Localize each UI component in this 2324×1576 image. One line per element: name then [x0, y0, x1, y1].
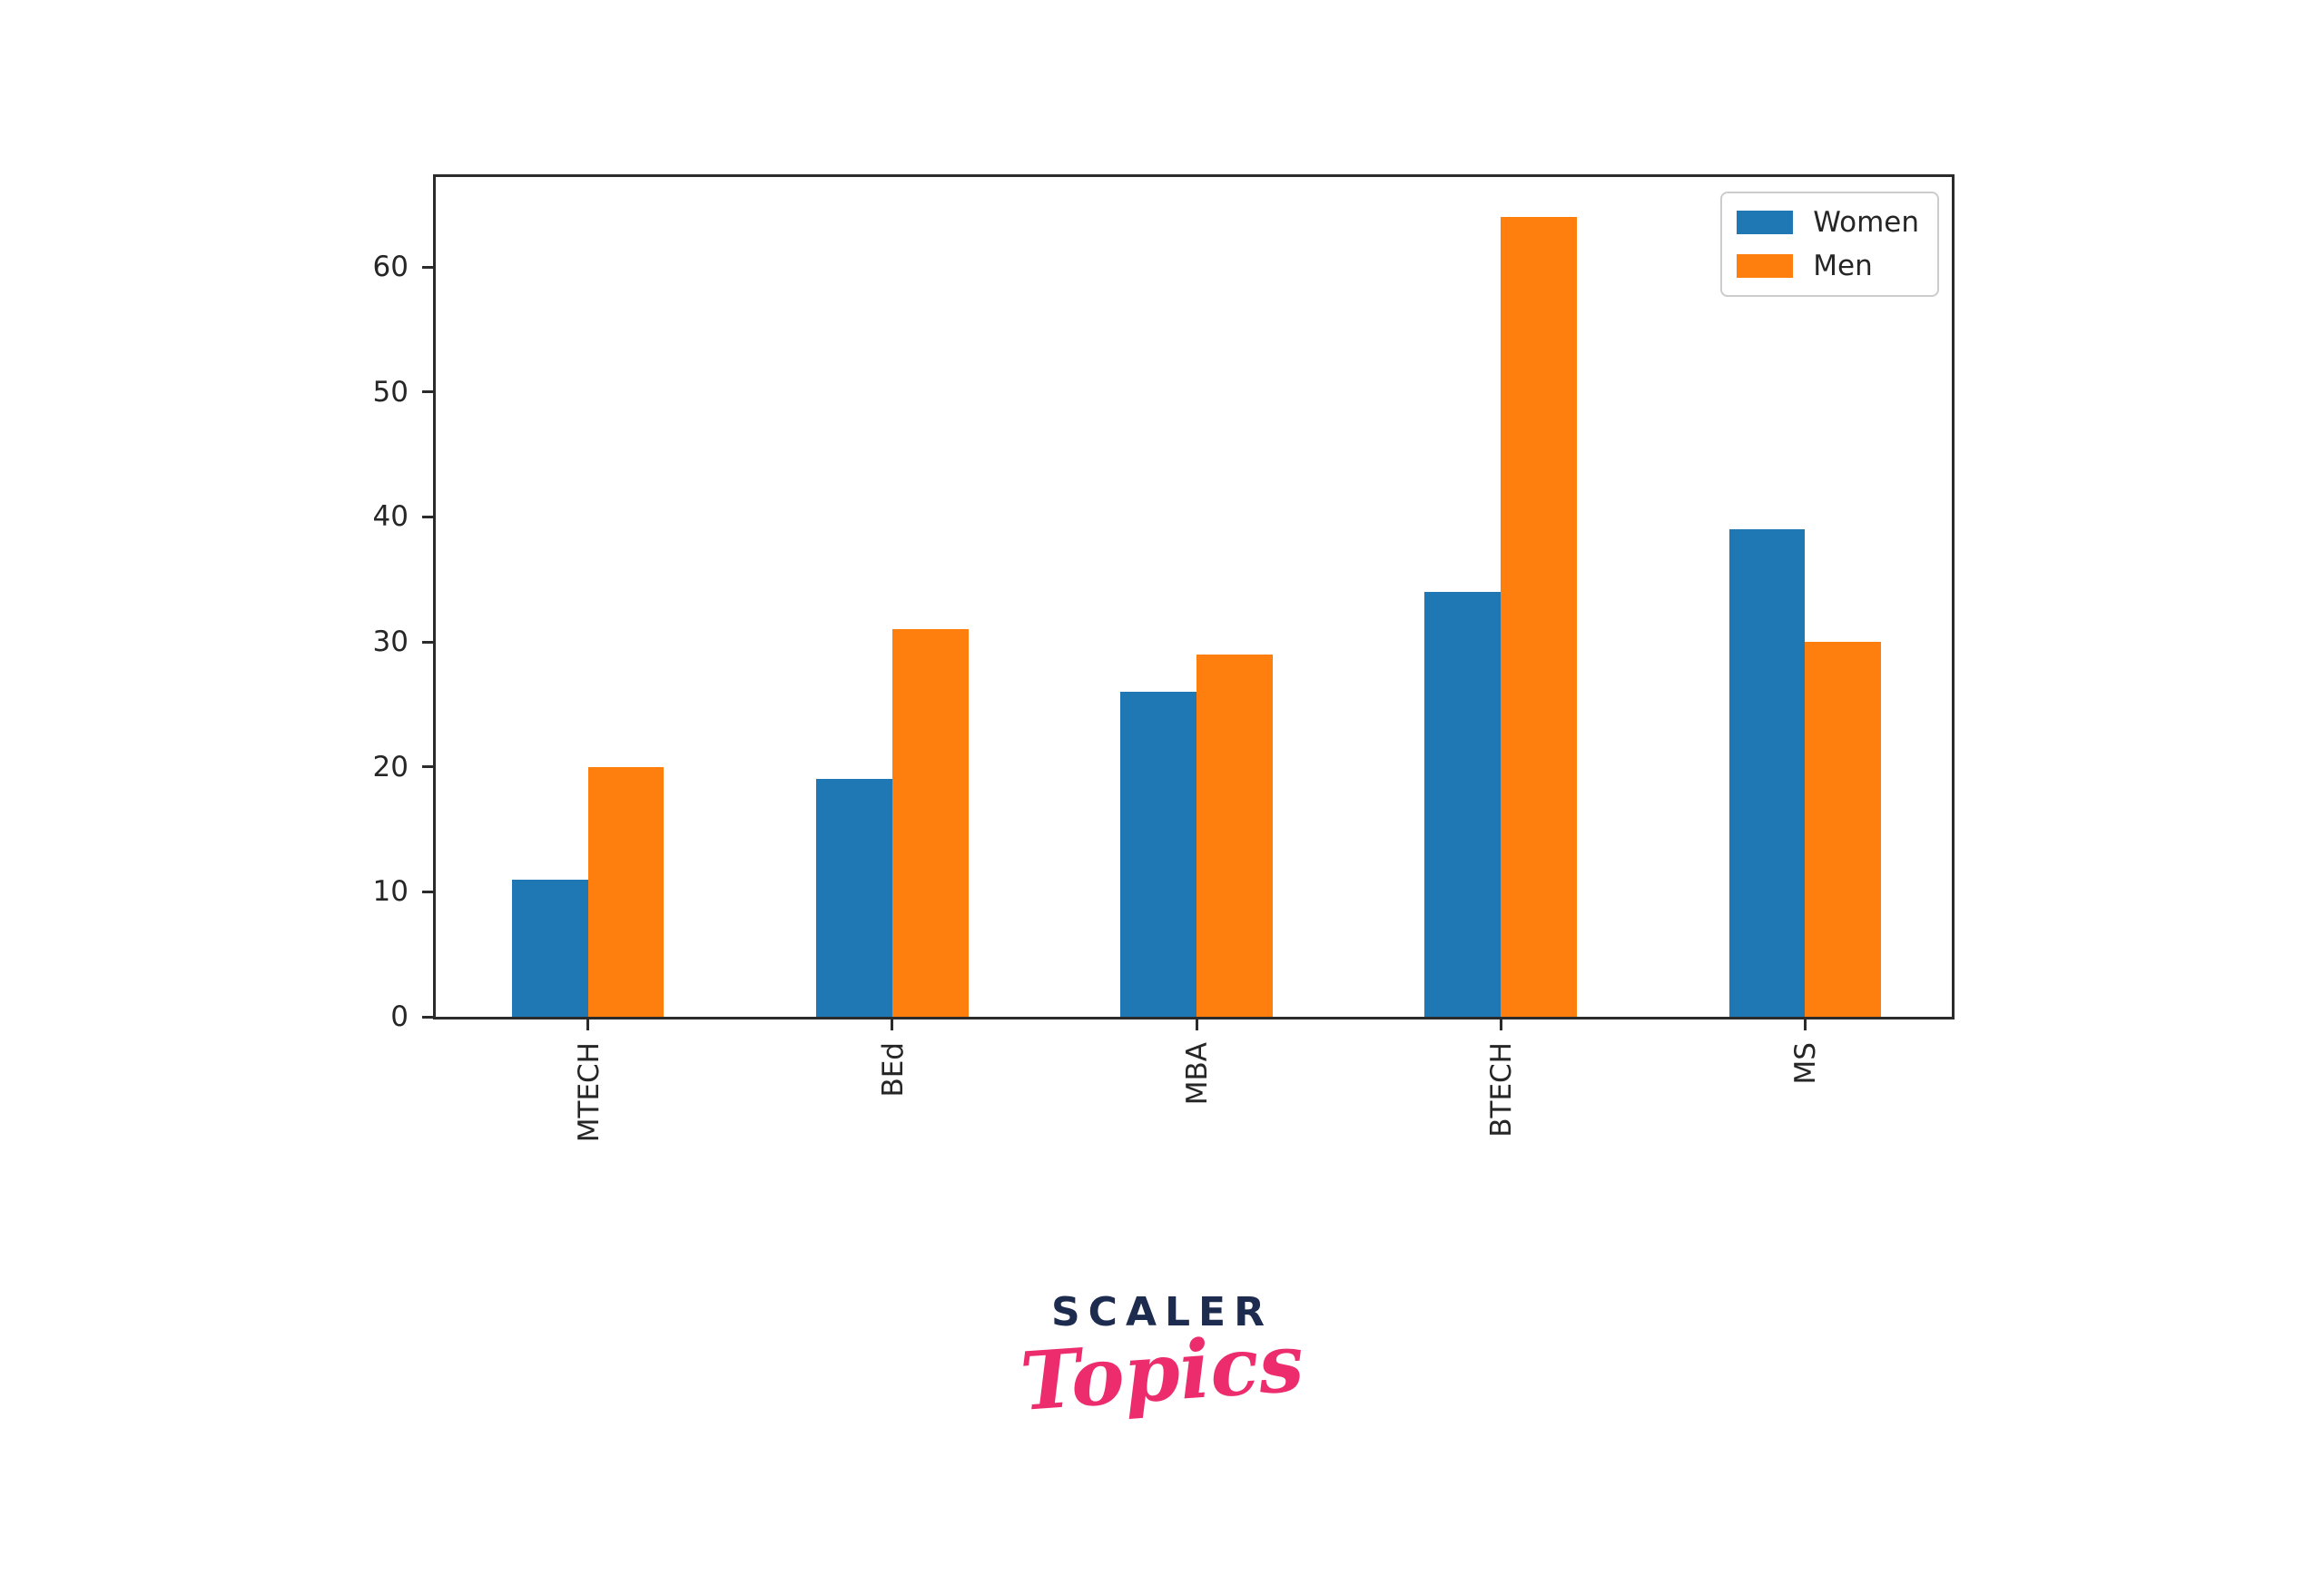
- y-axis-tick-10: [422, 890, 433, 893]
- y-axis-tick-30: [422, 640, 433, 644]
- x-axis-tick-MS: [1803, 1019, 1807, 1030]
- y-axis-tick-0: [422, 1015, 433, 1019]
- bar-men-btech: [1501, 217, 1577, 1017]
- legend: Women Men: [1720, 192, 1939, 297]
- bar-women-ms: [1728, 529, 1806, 1017]
- y-axis-tick-label-30: 30: [372, 625, 409, 659]
- y-axis-tick-20: [422, 765, 433, 769]
- x-axis-tick-label-MS: MS: [1789, 1042, 1823, 1085]
- y-axis-tick-label-50: 50: [372, 375, 409, 409]
- bar-men-mba: [1196, 654, 1273, 1017]
- x-axis-tick-label-BTECH: BTECH: [1485, 1042, 1519, 1138]
- watermark-topics-text: Topics: [1017, 1315, 1307, 1429]
- bar-men-ms: [1805, 642, 1882, 1017]
- bar-men-bed: [891, 629, 969, 1017]
- x-axis-tick-label-MBA: MBA: [1181, 1042, 1214, 1106]
- bar-women-bed: [816, 779, 892, 1017]
- bar-women-mtech: [511, 879, 588, 1017]
- y-axis-tick-label-10: 10: [372, 875, 409, 909]
- legend-row-men: Men: [1737, 250, 1919, 282]
- legend-swatch-men-icon: [1737, 254, 1794, 278]
- x-axis-tick-BTECH: [1499, 1019, 1502, 1030]
- y-axis-tick-60: [422, 265, 433, 269]
- plot-area: Women Men 0 10 20 30 40 50 60 MTECH BEd MBA BTECH M…: [373, 174, 1955, 1142]
- y-axis-tick-label-60: 60: [372, 251, 409, 284]
- y-axis-tick-40: [422, 515, 433, 518]
- x-axis-tick-label-MTECH: MTECH: [572, 1042, 606, 1143]
- y-axis-tick-label-0: 0: [390, 1000, 409, 1033]
- x-axis-tick-label-BEd: BEd: [876, 1042, 910, 1098]
- y-axis-tick-50: [422, 390, 433, 394]
- legend-swatch-women-icon: [1737, 211, 1794, 234]
- x-axis-tick-BEd: [891, 1019, 894, 1030]
- x-axis-tick-MTECH: [586, 1019, 590, 1030]
- y-axis-tick-label-20: 20: [372, 750, 409, 783]
- watermark: SCALER Topics: [0, 1289, 2324, 1429]
- legend-row-women: Women: [1737, 206, 1919, 239]
- bar-women-mba: [1120, 692, 1196, 1017]
- legend-label-women: Women: [1813, 206, 1919, 239]
- bar-women-btech: [1424, 591, 1502, 1017]
- watermark-scaler-text: SCALER: [1050, 1289, 1273, 1335]
- x-axis-tick-MBA: [1195, 1019, 1198, 1030]
- y-axis-tick-label-40: 40: [372, 500, 409, 534]
- legend-label-men: Men: [1813, 250, 1873, 282]
- bar-men-mtech: [587, 766, 665, 1017]
